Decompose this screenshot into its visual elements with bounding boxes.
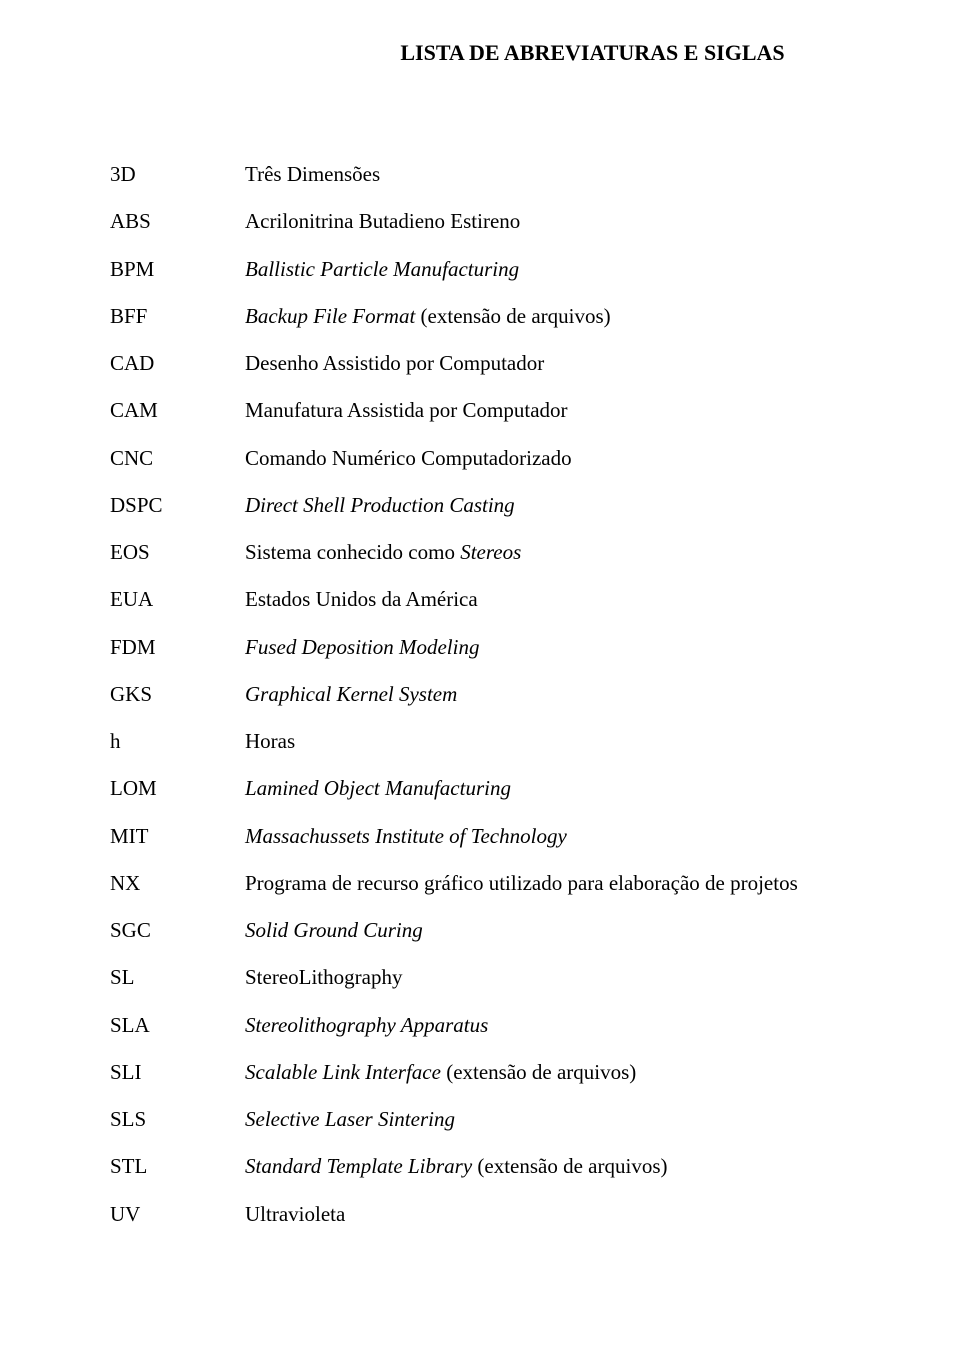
abbr-term: STL bbox=[110, 1153, 245, 1179]
abbr-definition: Standard Template Library (extensão de a… bbox=[245, 1153, 920, 1179]
abbr-term: FDM bbox=[110, 634, 245, 660]
defn-text: Três Dimensões bbox=[245, 162, 380, 186]
abbr-row: SLStereoLithography bbox=[110, 964, 920, 990]
abbr-definition: Graphical Kernel System bbox=[245, 681, 920, 707]
abbr-term: SLA bbox=[110, 1012, 245, 1038]
abbr-term: SLI bbox=[110, 1059, 245, 1085]
abbr-term: BFF bbox=[110, 303, 245, 329]
abbr-row: NXPrograma de recurso gráfico utilizado … bbox=[110, 870, 920, 896]
abbr-term: LOM bbox=[110, 775, 245, 801]
defn-text: (extensão de arquivos) bbox=[441, 1060, 636, 1084]
abbr-term: SL bbox=[110, 964, 245, 990]
abbr-row: FDMFused Deposition Modeling bbox=[110, 634, 920, 660]
abbr-row: LOMLamined Object Manufacturing bbox=[110, 775, 920, 801]
abbr-row: EUAEstados Unidos da América bbox=[110, 586, 920, 612]
defn-text: Manufatura Assistida por Computador bbox=[245, 398, 568, 422]
abbr-term: SGC bbox=[110, 917, 245, 943]
abbr-definition: Direct Shell Production Casting bbox=[245, 492, 920, 518]
abbr-definition: Horas bbox=[245, 728, 920, 754]
defn-text: StereoLithography bbox=[245, 965, 402, 989]
defn-text: Estados Unidos da América bbox=[245, 587, 478, 611]
abbr-definition: Estados Unidos da América bbox=[245, 586, 920, 612]
abbr-row: 3DTrês Dimensões bbox=[110, 161, 920, 187]
abbr-definition: Acrilonitrina Butadieno Estireno bbox=[245, 208, 920, 234]
abbr-row: DSPCDirect Shell Production Casting bbox=[110, 492, 920, 518]
abbr-row: BPMBallistic Particle Manufacturing bbox=[110, 256, 920, 282]
abbr-row: MITMassachussets Institute of Technology bbox=[110, 823, 920, 849]
defn-italic-text: Scalable Link Interface bbox=[245, 1060, 441, 1084]
abbr-row: CNCComando Numérico Computadorizado bbox=[110, 445, 920, 471]
abbr-definition: Programa de recurso gráfico utilizado pa… bbox=[245, 870, 920, 896]
abbr-row: SLAStereolithography Apparatus bbox=[110, 1012, 920, 1038]
defn-italic-text: Solid Ground Curing bbox=[245, 918, 423, 942]
defn-italic-text: Fused Deposition Modeling bbox=[245, 635, 479, 659]
defn-italic-text: Graphical Kernel System bbox=[245, 682, 457, 706]
defn-text: Acrilonitrina Butadieno Estireno bbox=[245, 209, 520, 233]
abbr-term: EUA bbox=[110, 586, 245, 612]
abbr-row: GKSGraphical Kernel System bbox=[110, 681, 920, 707]
defn-text: Ultravioleta bbox=[245, 1202, 345, 1226]
defn-italic-text: Backup File Format bbox=[245, 304, 415, 328]
abbr-row: CAMManufatura Assistida por Computador bbox=[110, 397, 920, 423]
abbr-row: EOSSistema conhecido como Stereos bbox=[110, 539, 920, 565]
abbr-definition: Ultravioleta bbox=[245, 1201, 920, 1227]
defn-text: (extensão de arquivos) bbox=[472, 1154, 667, 1178]
abbr-term: CAD bbox=[110, 350, 245, 376]
abbr-row: SLSSelective Laser Sintering bbox=[110, 1106, 920, 1132]
abbr-definition: Solid Ground Curing bbox=[245, 917, 920, 943]
abbr-row: BFFBackup File Format (extensão de arqui… bbox=[110, 303, 920, 329]
abbr-definition: Três Dimensões bbox=[245, 161, 920, 187]
abbr-term: NX bbox=[110, 870, 245, 896]
abbr-definition: Backup File Format (extensão de arquivos… bbox=[245, 303, 920, 329]
abbr-term: ABS bbox=[110, 208, 245, 234]
abbr-term: MIT bbox=[110, 823, 245, 849]
abbr-definition: Ballistic Particle Manufacturing bbox=[245, 256, 920, 282]
defn-italic-text: Lamined Object Manufacturing bbox=[245, 776, 511, 800]
defn-italic-text: Ballistic Particle Manufacturing bbox=[245, 257, 519, 281]
abbr-term: UV bbox=[110, 1201, 245, 1227]
abbr-row: ABSAcrilonitrina Butadieno Estireno bbox=[110, 208, 920, 234]
abbr-definition: Scalable Link Interface (extensão de arq… bbox=[245, 1059, 920, 1085]
abbr-definition: Manufatura Assistida por Computador bbox=[245, 397, 920, 423]
abbr-row: STLStandard Template Library (extensão d… bbox=[110, 1153, 920, 1179]
abbr-term: DSPC bbox=[110, 492, 245, 518]
abbr-definition: Comando Numérico Computadorizado bbox=[245, 445, 920, 471]
abbr-definition: Selective Laser Sintering bbox=[245, 1106, 920, 1132]
defn-text: Desenho Assistido por Computador bbox=[245, 351, 544, 375]
abbr-definition: StereoLithography bbox=[245, 964, 920, 990]
page-title: LISTA DE ABREVIATURAS E SIGLAS bbox=[265, 40, 920, 66]
defn-text: Comando Numérico Computadorizado bbox=[245, 446, 572, 470]
defn-italic-text: Standard Template Library bbox=[245, 1154, 472, 1178]
abbr-term: GKS bbox=[110, 681, 245, 707]
abbr-row: SGCSolid Ground Curing bbox=[110, 917, 920, 943]
abbr-definition: Lamined Object Manufacturing bbox=[245, 775, 920, 801]
defn-text: Programa de recurso gráfico utilizado pa… bbox=[245, 871, 798, 895]
defn-italic-text: Selective Laser Sintering bbox=[245, 1107, 455, 1131]
abbr-definition: Massachussets Institute of Technology bbox=[245, 823, 920, 849]
abbr-definition: Desenho Assistido por Computador bbox=[245, 350, 920, 376]
abbr-term: CAM bbox=[110, 397, 245, 423]
abbr-term: BPM bbox=[110, 256, 245, 282]
defn-italic-text: Direct Shell Production Casting bbox=[245, 493, 515, 517]
abbr-term: CNC bbox=[110, 445, 245, 471]
abbreviation-list: 3DTrês DimensõesABSAcrilonitrina Butadie… bbox=[110, 161, 920, 1227]
abbr-definition: Stereolithography Apparatus bbox=[245, 1012, 920, 1038]
abbr-term: SLS bbox=[110, 1106, 245, 1132]
abbr-term: EOS bbox=[110, 539, 245, 565]
defn-text: Sistema conhecido como bbox=[245, 540, 460, 564]
abbr-row: CADDesenho Assistido por Computador bbox=[110, 350, 920, 376]
abbr-definition: Fused Deposition Modeling bbox=[245, 634, 920, 660]
abbr-row: hHoras bbox=[110, 728, 920, 754]
abbr-row: UVUltravioleta bbox=[110, 1201, 920, 1227]
abbr-term: 3D bbox=[110, 161, 245, 187]
defn-italic-text: Stereos bbox=[460, 540, 521, 564]
defn-italic-text: Massachussets Institute of Technology bbox=[245, 824, 567, 848]
defn-text: Horas bbox=[245, 729, 295, 753]
abbr-row: SLIScalable Link Interface (extensão de … bbox=[110, 1059, 920, 1085]
document-page: LISTA DE ABREVIATURAS E SIGLAS 3DTrês Di… bbox=[0, 0, 960, 1353]
defn-italic-text: Stereolithography Apparatus bbox=[245, 1013, 488, 1037]
defn-text: (extensão de arquivos) bbox=[415, 304, 610, 328]
abbr-definition: Sistema conhecido como Stereos bbox=[245, 539, 920, 565]
abbr-term: h bbox=[110, 728, 245, 754]
